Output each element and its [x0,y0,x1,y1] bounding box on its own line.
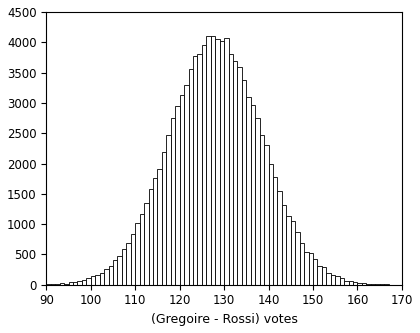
Bar [122,248,126,285]
Bar [251,105,255,285]
Bar [73,282,77,285]
Bar [220,41,224,285]
Bar [100,273,104,285]
Bar [237,67,242,285]
Bar [299,243,304,285]
Bar [68,282,73,285]
Bar [149,189,153,285]
Bar [77,281,82,285]
X-axis label: (Gregoire - Rossi) votes: (Gregoire - Rossi) votes [151,313,297,326]
Bar [46,284,51,285]
Bar [95,274,100,285]
Bar [309,253,313,285]
Bar [340,278,344,285]
Bar [91,276,95,285]
Bar [318,266,322,285]
Bar [384,284,388,285]
Bar [158,169,162,285]
Bar [371,284,375,285]
Bar [51,284,55,285]
Bar [206,36,211,285]
Bar [228,54,233,285]
Bar [349,281,353,285]
Bar [193,56,197,285]
Bar [202,45,206,285]
Bar [286,216,291,285]
Bar [353,282,357,285]
Bar [86,278,91,285]
Bar [166,135,171,285]
Bar [282,205,286,285]
Bar [180,95,184,285]
Bar [224,38,228,285]
Bar [108,266,113,285]
Bar [268,165,273,285]
Bar [375,284,380,285]
Bar [211,36,215,285]
Bar [60,283,64,285]
Bar [260,135,264,285]
Bar [184,85,189,285]
Bar [131,234,135,285]
Bar [175,106,180,285]
Bar [189,69,193,285]
Bar [215,40,220,285]
Bar [331,275,335,285]
Bar [291,220,295,285]
Bar [126,243,131,285]
Bar [278,190,282,285]
Bar [197,54,202,285]
Bar [304,251,309,285]
Bar [64,284,68,285]
Bar [113,260,118,285]
Bar [171,119,175,285]
Bar [357,282,362,285]
Bar [118,255,122,285]
Bar [295,232,299,285]
Bar [246,98,251,285]
Bar [344,281,349,285]
Bar [255,118,260,285]
Bar [135,223,139,285]
Bar [162,152,166,285]
Bar [82,280,86,285]
Bar [326,273,331,285]
Bar [55,284,60,285]
Bar [264,145,268,285]
Bar [144,202,149,285]
Bar [322,267,326,285]
Bar [335,276,340,285]
Bar [273,177,278,285]
Bar [313,259,318,285]
Bar [104,269,108,285]
Bar [242,80,246,285]
Bar [153,178,158,285]
Bar [233,61,237,285]
Bar [380,284,384,285]
Bar [362,283,366,285]
Bar [366,284,371,285]
Bar [139,214,144,285]
